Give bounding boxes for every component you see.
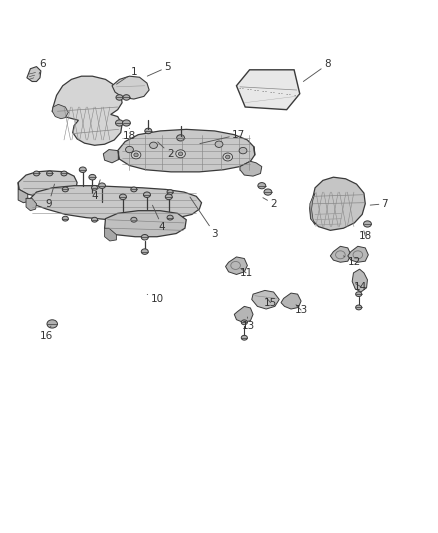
Ellipse shape xyxy=(131,151,141,159)
Text: 9: 9 xyxy=(46,184,54,209)
Ellipse shape xyxy=(141,249,148,254)
Polygon shape xyxy=(105,211,186,237)
Text: 16: 16 xyxy=(40,326,53,341)
Ellipse shape xyxy=(120,194,127,200)
Polygon shape xyxy=(27,67,41,82)
Ellipse shape xyxy=(165,194,172,200)
Text: 14: 14 xyxy=(354,282,367,292)
Ellipse shape xyxy=(116,95,123,100)
Ellipse shape xyxy=(116,120,124,126)
Ellipse shape xyxy=(241,335,247,340)
Polygon shape xyxy=(240,161,262,176)
Text: 8: 8 xyxy=(304,60,331,82)
Ellipse shape xyxy=(62,187,68,192)
Ellipse shape xyxy=(226,155,230,159)
Text: 2: 2 xyxy=(158,142,173,159)
Text: 13: 13 xyxy=(294,305,308,315)
Polygon shape xyxy=(252,290,279,309)
Polygon shape xyxy=(18,182,28,203)
Text: 4: 4 xyxy=(91,180,100,201)
Polygon shape xyxy=(330,246,351,262)
Text: 7: 7 xyxy=(370,199,388,209)
Polygon shape xyxy=(237,70,300,110)
Ellipse shape xyxy=(46,171,53,176)
Ellipse shape xyxy=(33,171,39,176)
Polygon shape xyxy=(310,193,315,225)
Polygon shape xyxy=(234,306,253,322)
Polygon shape xyxy=(281,293,301,309)
Text: 11: 11 xyxy=(240,268,253,278)
Ellipse shape xyxy=(141,235,148,240)
Polygon shape xyxy=(105,228,117,241)
Ellipse shape xyxy=(79,167,86,173)
Polygon shape xyxy=(112,76,149,99)
Text: 3: 3 xyxy=(190,197,218,239)
Ellipse shape xyxy=(123,120,131,126)
Ellipse shape xyxy=(92,185,98,190)
Ellipse shape xyxy=(126,147,134,153)
Text: 1: 1 xyxy=(117,68,137,84)
Ellipse shape xyxy=(178,152,183,156)
Ellipse shape xyxy=(356,305,362,310)
Ellipse shape xyxy=(92,217,98,222)
Text: 17: 17 xyxy=(200,130,245,143)
Ellipse shape xyxy=(356,292,362,296)
Ellipse shape xyxy=(167,190,173,195)
Polygon shape xyxy=(117,130,255,172)
Ellipse shape xyxy=(62,216,68,221)
Ellipse shape xyxy=(215,141,223,148)
Text: 13: 13 xyxy=(242,317,255,331)
Ellipse shape xyxy=(61,171,67,176)
Text: 18: 18 xyxy=(123,128,136,141)
Ellipse shape xyxy=(131,187,137,192)
Polygon shape xyxy=(52,76,122,146)
Ellipse shape xyxy=(47,320,57,328)
Ellipse shape xyxy=(167,215,173,220)
Text: 2: 2 xyxy=(263,198,277,209)
Ellipse shape xyxy=(89,174,96,180)
Ellipse shape xyxy=(99,183,106,189)
Ellipse shape xyxy=(258,183,266,189)
Text: 15: 15 xyxy=(264,297,277,308)
Text: 18: 18 xyxy=(359,231,372,241)
Polygon shape xyxy=(52,104,68,119)
Polygon shape xyxy=(310,177,365,230)
Ellipse shape xyxy=(177,135,184,141)
Polygon shape xyxy=(26,185,201,221)
Polygon shape xyxy=(26,198,36,211)
Polygon shape xyxy=(226,257,247,274)
Text: 12: 12 xyxy=(343,256,361,267)
Ellipse shape xyxy=(144,192,150,198)
Ellipse shape xyxy=(145,128,152,134)
Polygon shape xyxy=(352,269,367,292)
Ellipse shape xyxy=(223,153,233,161)
Ellipse shape xyxy=(364,221,371,227)
Text: 6: 6 xyxy=(39,60,46,74)
Text: 4: 4 xyxy=(152,205,166,232)
Polygon shape xyxy=(103,150,120,163)
Ellipse shape xyxy=(176,150,185,158)
Text: 10: 10 xyxy=(147,294,163,304)
Ellipse shape xyxy=(239,148,247,154)
Ellipse shape xyxy=(123,95,130,100)
Ellipse shape xyxy=(241,320,247,325)
Ellipse shape xyxy=(134,153,138,157)
Ellipse shape xyxy=(264,189,272,195)
Ellipse shape xyxy=(131,217,137,222)
Text: 5: 5 xyxy=(147,62,171,76)
Ellipse shape xyxy=(150,142,157,149)
Polygon shape xyxy=(348,246,368,262)
Polygon shape xyxy=(18,171,77,197)
